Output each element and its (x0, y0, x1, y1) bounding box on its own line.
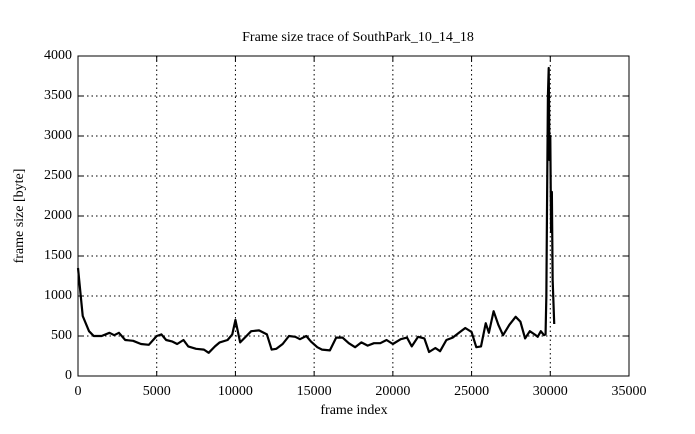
x-tick-label: 30000 (533, 384, 568, 399)
x-tick-label: 20000 (375, 384, 410, 399)
x-tick-label: 35000 (612, 384, 647, 399)
y-tick-label: 1500 (44, 248, 72, 263)
y-axis-label: frame size [byte] (12, 169, 27, 264)
y-tick-label: 0 (65, 368, 72, 383)
y-tick-label: 2000 (44, 208, 72, 223)
x-tick-label: 10000 (218, 384, 253, 399)
y-tick-label: 3500 (44, 88, 72, 103)
x-tick-label: 15000 (297, 384, 332, 399)
y-tick-label: 4000 (44, 48, 72, 63)
data-line (76, 66, 556, 354)
x-axis-label: frame index (320, 403, 387, 418)
x-tick-label: 25000 (454, 384, 489, 399)
x-tick-label: 5000 (143, 384, 171, 399)
chart-title: Frame size trace of SouthPark_10_14_18 (242, 30, 474, 45)
y-tick-label: 500 (51, 328, 72, 343)
y-tick-label: 1000 (44, 288, 72, 303)
y-tick-label: 2500 (44, 168, 72, 183)
plot-frame (77, 55, 630, 377)
x-tick-label: 0 (75, 384, 82, 399)
y-tick-label: 3000 (44, 128, 72, 143)
